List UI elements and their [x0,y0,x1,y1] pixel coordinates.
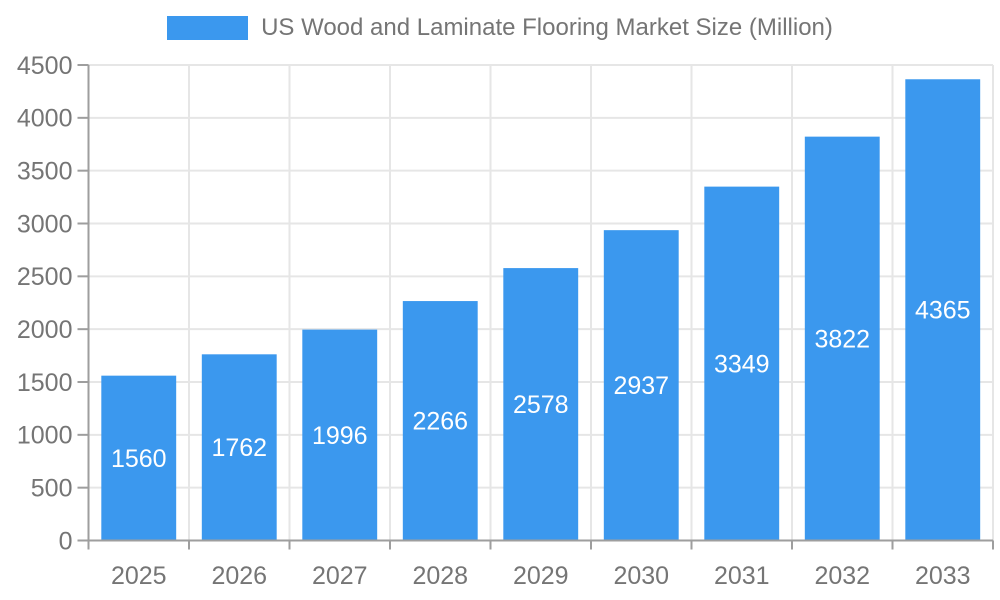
legend[interactable]: US Wood and Laminate Flooring Market Siz… [0,14,1000,42]
y-tick-label: 1500 [17,369,73,397]
y-tick-label: 3000 [17,210,73,238]
bar[interactable] [302,329,378,541]
x-tick-label: 2031 [714,562,770,590]
bar-value-label: 1996 [312,422,368,450]
bar[interactable] [603,230,679,541]
bar-value-label: 4365 [915,297,971,325]
bar[interactable] [704,186,780,541]
x-tick-label: 2029 [513,562,569,590]
y-tick-label: 2500 [17,263,73,291]
y-tick-label: 0 [59,527,73,555]
bar-value-label: 3349 [714,350,770,378]
y-tick-label: 4500 [17,52,73,80]
bar-value-label: 1762 [211,434,267,462]
bar-value-label: 3822 [814,325,870,353]
y-tick-label: 500 [31,474,73,502]
x-tick-label: 2025 [111,562,167,590]
x-tick-label: 2028 [412,562,468,590]
bar-value-label: 2578 [513,391,569,419]
bar-value-label: 2266 [412,408,468,436]
x-tick-label: 2027 [312,562,368,590]
x-tick-label: 2030 [613,562,669,590]
x-tick-label: 2032 [814,562,870,590]
legend-label: US Wood and Laminate Flooring Market Siz… [261,14,833,41]
y-tick-label: 4000 [17,105,73,133]
bar[interactable] [804,136,880,541]
bar-value-label: 1560 [111,445,167,473]
x-tick-label: 2033 [915,562,971,590]
legend-swatch-icon [167,16,249,40]
bar[interactable] [101,375,177,541]
bar[interactable] [201,354,277,541]
y-tick-label: 3500 [17,157,73,185]
y-tick-label: 2000 [17,316,73,344]
bar-value-label: 2937 [613,372,669,400]
y-tick-label: 1000 [17,422,73,450]
bar[interactable] [905,79,981,541]
x-tick-label: 2026 [211,562,267,590]
bar[interactable] [402,301,478,541]
bar[interactable] [503,268,579,541]
